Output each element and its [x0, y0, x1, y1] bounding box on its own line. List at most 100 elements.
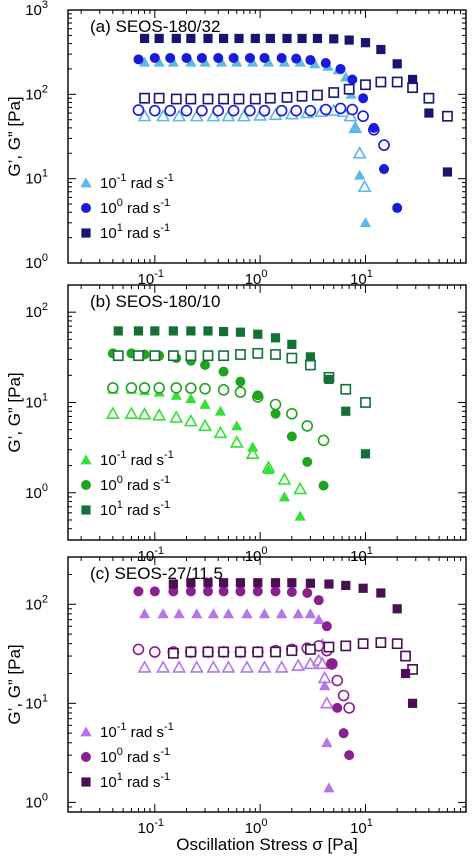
data-point-gdoubleprime	[304, 104, 317, 117]
data-point-gdoubleprime	[319, 103, 332, 116]
data-point-gprime	[392, 202, 403, 213]
data-point-gprime	[278, 491, 291, 502]
data-point-gdoubleprime	[257, 660, 272, 673]
data-point-gdoubleprime	[183, 413, 198, 427]
data-point-gprime	[203, 33, 213, 44]
data-point-gprime	[349, 122, 361, 133]
data-point-gdoubleprime	[360, 79, 371, 91]
data-point-gdoubleprime	[185, 93, 197, 105]
data-point-gdoubleprime	[132, 643, 145, 656]
legend-marker	[80, 454, 92, 465]
y-axis-label: G’, G” [Pa]	[5, 644, 24, 724]
data-point-gdoubleprime	[133, 350, 144, 362]
legend-entry: 100 rad s-1	[100, 474, 170, 494]
y-tick-label: 103	[25, 0, 48, 19]
data-point-gprime	[244, 52, 255, 63]
data-point-gprime	[326, 658, 337, 669]
legend-entry: 10-1 rad s-1	[100, 449, 174, 469]
x-tick-label: 100	[245, 817, 268, 837]
data-point-gprime	[276, 52, 287, 63]
data-point-gprime	[139, 33, 150, 44]
data-point-gprime	[341, 580, 351, 591]
y-tick-label: 101	[25, 692, 48, 712]
data-point-gdoubleprime	[234, 386, 247, 398]
data-point-gprime	[200, 360, 211, 371]
data-point-gprime	[324, 374, 334, 385]
y-tick-label: 100	[25, 482, 48, 502]
data-point-gprime	[171, 33, 181, 44]
data-point-gprime	[376, 588, 386, 598]
series-0	[137, 608, 335, 793]
data-point-gprime	[270, 333, 281, 343]
legend-entry: 100 rad s-1	[100, 197, 170, 217]
data-point-gdoubleprime	[423, 92, 435, 104]
data-point-gprime	[250, 33, 260, 44]
data-point-gprime	[335, 63, 346, 74]
data-point-gdoubleprime	[323, 641, 335, 653]
data-point-gdoubleprime	[334, 102, 347, 115]
data-point-gprime	[231, 420, 243, 431]
data-point-gprime	[185, 393, 197, 404]
data-point-gprime	[392, 604, 402, 614]
data-point-gprime	[360, 38, 371, 48]
data-point-gdoubleprime	[357, 110, 369, 123]
data-point-gdoubleprime	[149, 350, 161, 362]
data-point-gdoubleprime	[213, 425, 228, 439]
data-point-gprime	[286, 431, 297, 442]
data-point-gprime	[173, 608, 185, 619]
data-point-gprime	[235, 586, 246, 597]
data-point-gprime	[228, 52, 239, 63]
data-point-gprime	[321, 621, 332, 632]
data-point-gdoubleprime	[125, 382, 138, 394]
data-point-gdoubleprime	[304, 359, 316, 371]
data-point-gdoubleprime	[317, 434, 330, 447]
y-tick-label: 100	[25, 252, 48, 272]
data-point-gprime	[287, 339, 297, 349]
data-point-gdoubleprime	[138, 382, 151, 394]
y-tick-label: 102	[25, 301, 48, 321]
data-point-gdoubleprime	[132, 104, 145, 116]
data-point-gprime	[344, 35, 354, 45]
legend-marker	[81, 777, 91, 787]
data-point-gdoubleprime	[270, 349, 281, 360]
data-point-gprime	[191, 608, 203, 619]
data-point-gprime	[196, 52, 207, 63]
data-point-gdoubleprime	[217, 384, 230, 396]
data-point-gdoubleprime	[304, 644, 316, 655]
data-point-gprime	[276, 608, 288, 619]
data-point-gprime	[149, 52, 160, 63]
data-point-gdoubleprime	[407, 82, 418, 94]
data-point-gdoubleprime	[233, 93, 245, 105]
data-point-gprime	[313, 595, 324, 606]
data-point-gdoubleprime	[152, 408, 167, 421]
data-point-gdoubleprime	[286, 407, 298, 420]
series-1	[132, 52, 403, 213]
data-point-gdoubleprime	[252, 646, 264, 658]
data-point-gdoubleprime	[277, 472, 292, 485]
data-point-gprime	[235, 578, 246, 588]
data-point-gdoubleprime	[164, 104, 176, 117]
data-point-gdoubleprime	[274, 660, 289, 673]
legend-marker	[81, 505, 91, 515]
data-point-gprime	[138, 608, 151, 619]
panel-title: (b) SEOS-180/10	[90, 292, 220, 311]
data-point-gdoubleprime	[340, 383, 352, 395]
data-point-gprime	[186, 33, 196, 44]
y-tick-label: 101	[25, 391, 48, 411]
data-point-gprime	[392, 59, 402, 69]
y-axis-label: G’, G” [Pa]	[5, 372, 24, 452]
data-point-gprime	[407, 74, 418, 85]
data-point-gprime	[138, 56, 151, 67]
data-point-gprime	[324, 579, 334, 589]
data-point-gprime	[252, 586, 263, 597]
data-point-gprime	[149, 586, 160, 597]
data-point-gprime	[305, 578, 315, 588]
data-point-gprime	[309, 58, 321, 69]
data-point-gprime	[319, 680, 331, 691]
data-point-gprime	[186, 326, 196, 336]
data-point-gprime	[150, 326, 160, 336]
y-tick-label: 100	[25, 791, 48, 811]
x-tick-label: 10-1	[138, 817, 164, 837]
